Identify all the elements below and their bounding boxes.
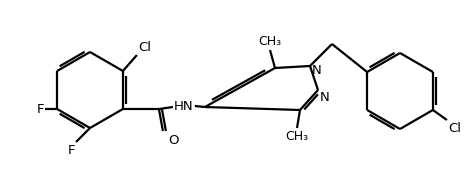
Text: O: O	[168, 134, 178, 147]
Text: Cl: Cl	[447, 122, 460, 135]
Text: F: F	[37, 102, 44, 116]
Text: N: N	[319, 91, 329, 104]
Text: Cl: Cl	[138, 41, 150, 54]
Text: CH₃: CH₃	[285, 130, 308, 143]
Text: N: N	[311, 64, 321, 77]
Text: CH₃: CH₃	[258, 35, 281, 48]
Text: F: F	[68, 144, 75, 157]
Text: HN: HN	[174, 100, 193, 113]
